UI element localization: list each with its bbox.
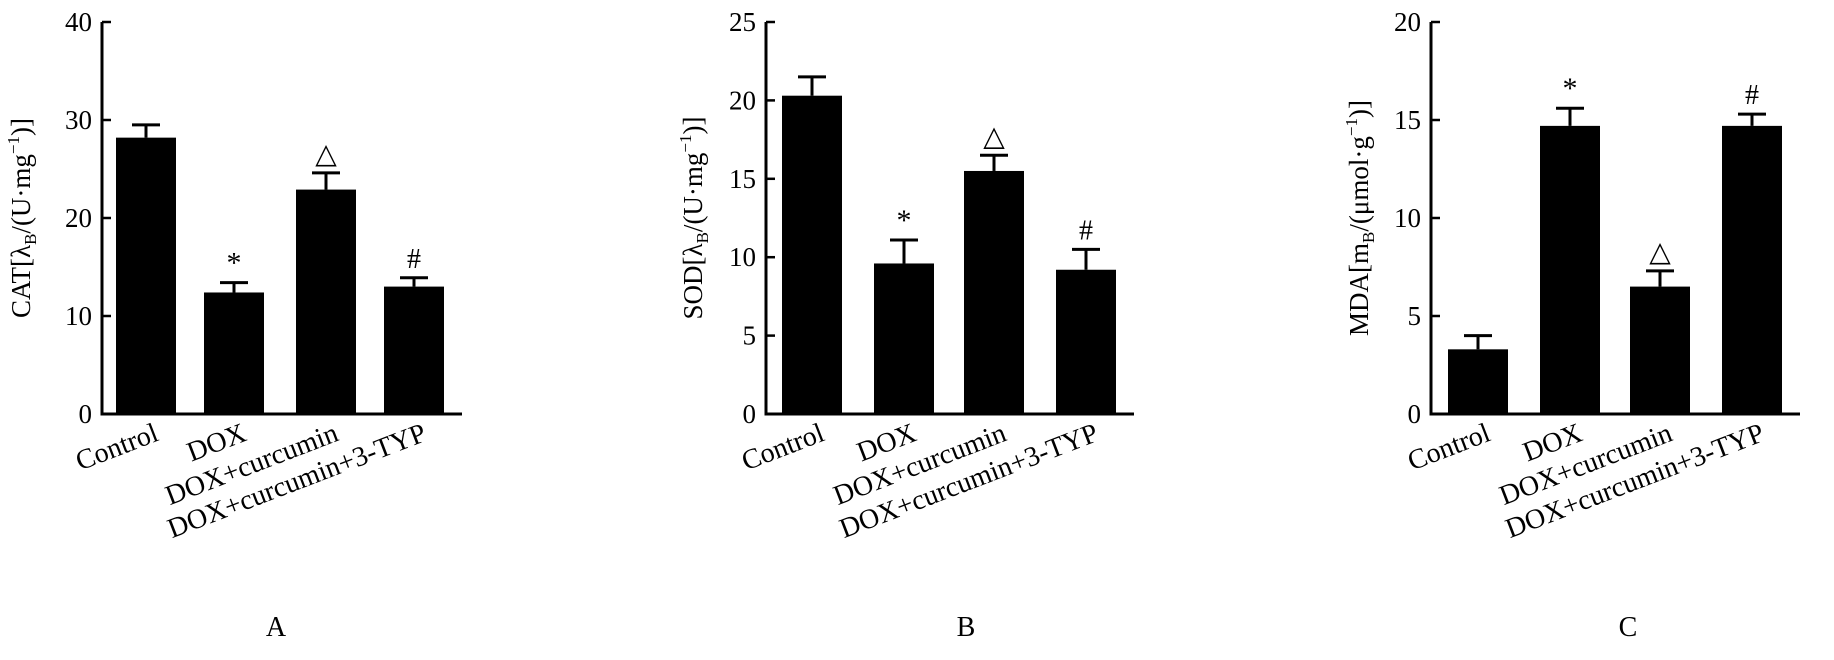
panel-label: A [266, 612, 287, 643]
y-tick-label: 0 [79, 399, 93, 429]
bar-2 [1540, 125, 1600, 414]
y-tick-label: 0 [743, 399, 757, 429]
bar-4 [1722, 125, 1782, 414]
chart-panel-c: 05101520MDA[mB/(μmol·g−1)]Control*DOX△DO… [1342, 7, 1800, 643]
panel-label: C [1619, 612, 1638, 643]
chart-panel-b: 0510152025SOD[λB/(U·mg−1)]Control*DOX△DO… [676, 7, 1134, 643]
y-tick-label: 5 [743, 321, 757, 351]
bar-3 [296, 189, 356, 414]
y-axis-label: MDA[mB/(μmol·g−1)] [1342, 100, 1378, 336]
bar-1 [116, 137, 176, 414]
y-tick-label: 15 [1394, 105, 1421, 135]
bar-4 [1056, 269, 1116, 414]
y-tick-label: 10 [1394, 203, 1421, 233]
y-tick-label: 5 [1408, 301, 1422, 331]
significance-mark-2: * [227, 247, 242, 280]
bar-2 [874, 263, 934, 414]
y-axis-label: CAT[λB/(U·mg−1)] [4, 118, 40, 318]
bar-2 [204, 292, 264, 414]
significance-mark-2: * [1563, 72, 1578, 105]
y-tick-label: 10 [729, 242, 756, 272]
bar-3 [964, 170, 1024, 414]
bar-1 [1448, 349, 1508, 414]
y-tick-label: 40 [65, 7, 92, 37]
significance-mark-3: △ [1649, 237, 1671, 268]
bar-4 [384, 286, 444, 414]
y-tick-label: 20 [65, 203, 92, 233]
panel-label: B [957, 612, 976, 643]
chart-panel-a: 010203040CAT[λB/(U·mg−1)]Control*DOX△DOX… [4, 7, 462, 643]
bar-3 [1630, 286, 1690, 414]
significance-mark-2: * [897, 204, 912, 237]
significance-mark-4: # [1745, 80, 1759, 111]
y-tick-label: 30 [65, 105, 92, 135]
y-tick-label: 0 [1408, 399, 1422, 429]
significance-mark-4: # [407, 244, 421, 275]
y-tick-label: 15 [729, 164, 756, 194]
bar-1 [782, 95, 842, 415]
y-tick-label: 25 [729, 7, 756, 37]
significance-mark-3: △ [983, 121, 1005, 152]
y-tick-label: 10 [65, 301, 92, 331]
y-tick-label: 20 [1394, 7, 1421, 37]
y-axis-label: SOD[λB/(U·mg−1)] [676, 116, 712, 319]
y-tick-label: 20 [729, 85, 756, 115]
significance-mark-3: △ [315, 139, 337, 170]
significance-mark-4: # [1079, 215, 1093, 246]
